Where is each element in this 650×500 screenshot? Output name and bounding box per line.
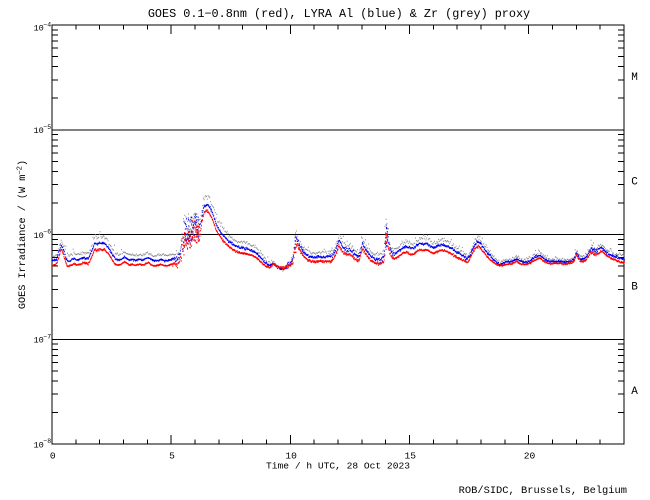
svg-text:−7: −7: [43, 333, 51, 340]
svg-text:5: 5: [169, 450, 175, 461]
svg-text:A: A: [631, 386, 638, 398]
svg-text:GOES Irradiance / (W m−2): GOES Irradiance / (W m−2): [17, 160, 30, 309]
svg-text:20: 20: [524, 450, 536, 461]
svg-text:10: 10: [34, 24, 44, 34]
svg-text:Time / h UTC, 28 Oct 2023: Time / h UTC, 28 Oct 2023: [266, 461, 410, 472]
svg-text:M: M: [631, 72, 638, 84]
svg-text:10: 10: [34, 440, 44, 450]
svg-text:10: 10: [34, 126, 44, 136]
svg-text:GOES 0.1−0.8nm (red), LYRA Al: GOES 0.1−0.8nm (red), LYRA Al (blue) & Z…: [148, 7, 530, 21]
svg-text:ROB/SIDC, Brussels, Belgium: ROB/SIDC, Brussels, Belgium: [459, 485, 627, 497]
svg-text:15: 15: [405, 450, 417, 461]
svg-text:−6: −6: [43, 229, 51, 236]
svg-text:10: 10: [34, 231, 44, 241]
svg-text:B: B: [631, 282, 638, 294]
svg-text:0: 0: [50, 450, 56, 461]
svg-text:−5: −5: [43, 124, 51, 131]
svg-text:10: 10: [285, 450, 297, 461]
svg-text:C: C: [631, 177, 638, 189]
svg-text:−4: −4: [43, 22, 51, 29]
svg-text:10: 10: [34, 336, 44, 346]
svg-text:−8: −8: [43, 438, 51, 445]
